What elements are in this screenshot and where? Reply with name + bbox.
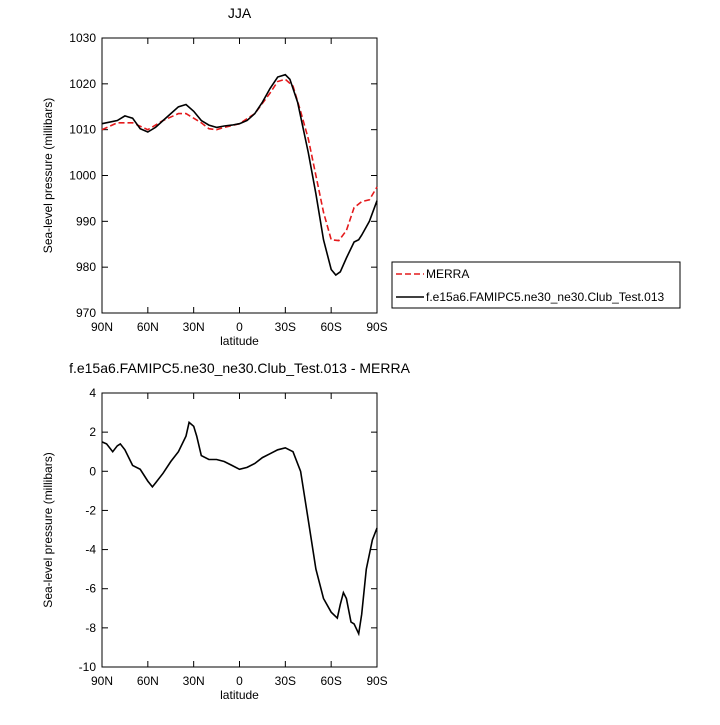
y-tick-label: 1000 — [69, 169, 96, 183]
y-tick-label: 4 — [89, 386, 96, 400]
series-line — [101, 78, 378, 242]
y-tick-label: 2 — [89, 425, 96, 439]
x-tick-label: 0 — [236, 320, 243, 334]
chart-title: JJA — [228, 5, 252, 21]
y-tick-label: 970 — [76, 306, 96, 320]
chart-title: f.e15a6.FAMIPC5.ne30_ne30.Club_Test.013 … — [69, 360, 411, 376]
x-tick-label: 30S — [275, 674, 296, 688]
y-tick-label: 1030 — [69, 31, 96, 45]
y-tick-label: -6 — [85, 582, 96, 596]
x-tick-label: 90S — [366, 674, 387, 688]
legend: MERRA f.e15a6.FAMIPC5.ne30_ne30.Club_Test… — [391, 261, 681, 309]
y-tick-label: 990 — [76, 214, 96, 228]
legend-label: f.e15a6.FAMIPC5.ne30_ne30.Club_Test.013 — [426, 290, 664, 304]
x-tick-label: 30N — [183, 674, 205, 688]
x-axis-label: latitude — [220, 688, 259, 702]
legend-box — [391, 261, 681, 309]
y-tick-label: 1020 — [69, 77, 96, 91]
y-tick-label: 1010 — [69, 123, 96, 137]
y-axis-label: Sea-level pressure (millibars) — [41, 452, 55, 607]
x-tick-label: 30N — [183, 320, 205, 334]
x-tick-label: 90S — [366, 320, 387, 334]
y-tick-label: -2 — [85, 503, 96, 517]
x-tick-label: 60N — [137, 674, 159, 688]
x-tick-label: 30S — [275, 320, 296, 334]
x-tick-label: 0 — [236, 674, 243, 688]
legend-label: MERRA — [426, 267, 469, 281]
y-tick-label: -8 — [85, 621, 96, 635]
x-tick-label: 60S — [320, 674, 341, 688]
x-tick-label: 90N — [91, 320, 113, 334]
series-line — [101, 73, 378, 277]
y-tick-label: -4 — [85, 543, 96, 557]
y-tick-label: 980 — [76, 260, 96, 274]
y-tick-label: -10 — [79, 660, 97, 674]
series-line — [101, 420, 378, 637]
x-tick-label: 90N — [91, 674, 113, 688]
x-tick-label: 60N — [137, 320, 159, 334]
x-axis-label: latitude — [220, 334, 259, 348]
y-axis-label: Sea-level pressure (millibars) — [41, 98, 55, 253]
plot-frame — [101, 37, 378, 314]
x-tick-label: 60S — [320, 320, 341, 334]
plot-frame — [101, 392, 378, 668]
y-tick-label: 0 — [89, 464, 96, 478]
